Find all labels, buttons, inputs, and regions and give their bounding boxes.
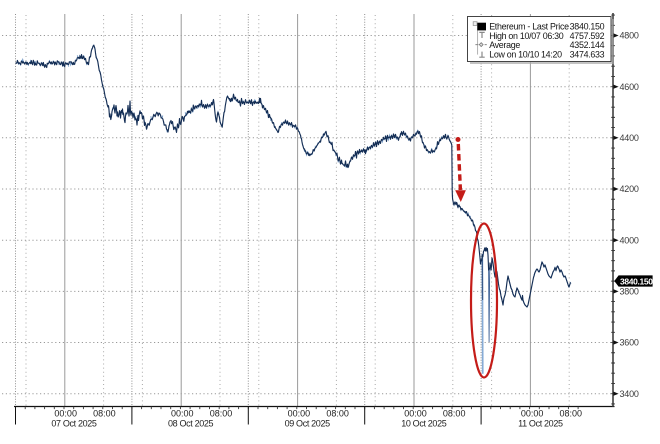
svg-text:00:00: 00:00 [288, 408, 311, 418]
svg-text:4000: 4000 [620, 235, 639, 245]
svg-text:00:00: 00:00 [521, 408, 544, 418]
svg-text:4600: 4600 [620, 82, 639, 92]
svg-text:3800: 3800 [620, 287, 639, 297]
svg-text:4800: 4800 [620, 31, 639, 41]
svg-text:08:00: 08:00 [443, 408, 466, 418]
svg-text:08:00: 08:00 [560, 408, 583, 418]
svg-text:3840.150: 3840.150 [620, 276, 653, 286]
svg-text:3600: 3600 [620, 338, 639, 348]
svg-text:00:00: 00:00 [404, 408, 427, 418]
svg-text:3400: 3400 [620, 389, 639, 399]
svg-text:4400: 4400 [620, 133, 639, 143]
svg-text:07 Oct 2025: 07 Oct 2025 [51, 418, 97, 428]
svg-text:08:00: 08:00 [93, 408, 116, 418]
svg-text:10 Oct 2025: 10 Oct 2025 [401, 418, 447, 428]
svg-text:11 Oct 2025: 11 Oct 2025 [518, 418, 563, 428]
svg-text:08:00: 08:00 [210, 408, 233, 418]
svg-text:4200: 4200 [620, 184, 639, 194]
svg-text:09 Oct 2025: 09 Oct 2025 [285, 418, 331, 428]
svg-text:08 Oct 2025: 08 Oct 2025 [168, 418, 214, 428]
svg-text:00:00: 00:00 [171, 408, 194, 418]
svg-text:08:00: 08:00 [326, 408, 349, 418]
svg-text:3474.633: 3474.633 [570, 50, 605, 60]
svg-text:00:00: 00:00 [54, 408, 77, 418]
svg-text:Low on 10/10 14:20: Low on 10/10 14:20 [489, 50, 562, 60]
